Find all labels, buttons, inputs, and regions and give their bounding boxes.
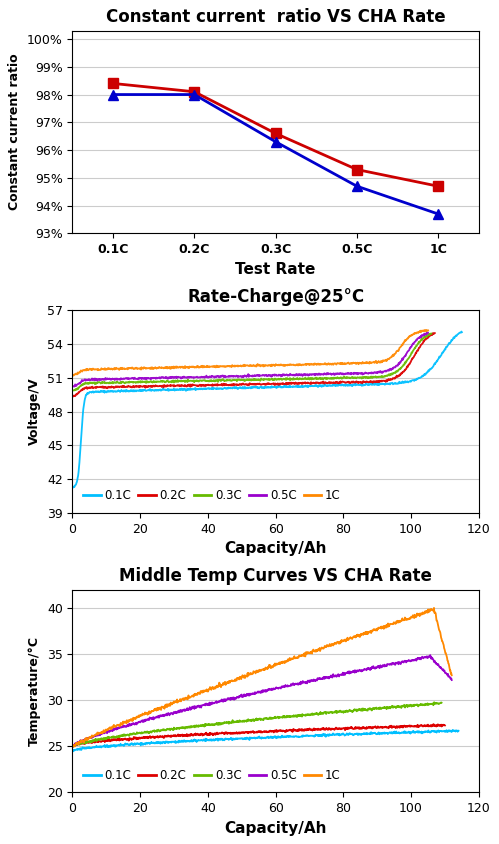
Y-axis label: Temperature/°C: Temperature/°C	[28, 636, 41, 746]
Y-axis label: Constant current ratio: Constant current ratio	[8, 54, 21, 210]
X-axis label: Capacity/Ah: Capacity/Ah	[225, 541, 327, 556]
Legend: 0.1C, 0.2C, 0.3C, 0.5C, 1C: 0.1C, 0.2C, 0.3C, 0.5C, 1C	[78, 764, 345, 787]
Title: Rate-Charge@25°C: Rate-Charge@25°C	[187, 288, 364, 306]
Title: Middle Temp Curves VS CHA Rate: Middle Temp Curves VS CHA Rate	[119, 567, 432, 585]
Y-axis label: Voltage/V: Voltage/V	[28, 378, 41, 446]
Title: Constant current  ratio VS CHA Rate: Constant current ratio VS CHA Rate	[106, 8, 446, 26]
X-axis label: Test Rate: Test Rate	[236, 262, 316, 277]
Legend: 0.1C, 0.2C, 0.3C, 0.5C, 1C: 0.1C, 0.2C, 0.3C, 0.5C, 1C	[78, 484, 345, 507]
X-axis label: Capacity/Ah: Capacity/Ah	[225, 820, 327, 836]
